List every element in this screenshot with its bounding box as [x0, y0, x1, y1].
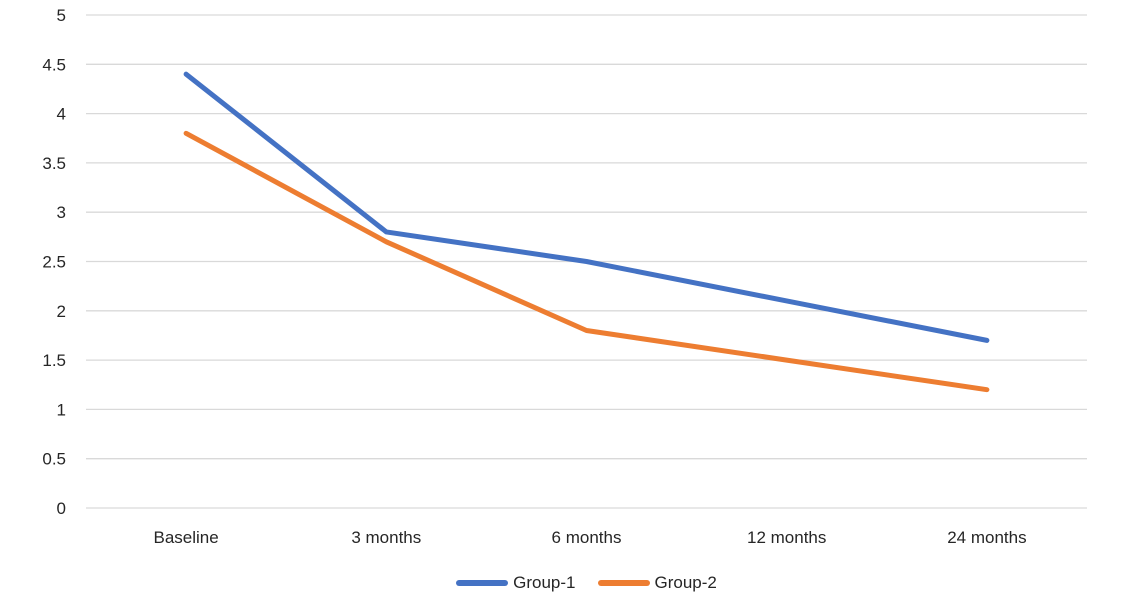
legend: Group-1 Group-2	[86, 574, 1087, 591]
y-tick-label: 0	[57, 499, 66, 518]
y-tick-label: 2	[57, 302, 66, 321]
y-tick-label: 4.5	[42, 55, 66, 74]
y-tick-label: 5	[57, 6, 66, 25]
y-tick-label: 3	[57, 203, 66, 222]
legend-item-group-2: Group-2	[597, 573, 717, 592]
legend-swatch	[597, 579, 650, 586]
x-tick-label: 3 months	[351, 528, 421, 547]
x-tick-label: 12 months	[747, 528, 826, 547]
y-tick-label: 1	[57, 400, 66, 419]
x-tick-label: Baseline	[153, 528, 218, 547]
x-tick-label: 24 months	[947, 528, 1026, 547]
legend-item-group-1: Group-1	[456, 573, 576, 592]
legend-swatch	[456, 579, 509, 586]
y-tick-label: 2.5	[42, 253, 66, 272]
y-tick-label: 1.5	[42, 351, 66, 370]
series-line-group-2	[183, 130, 990, 393]
series-line-group-1	[183, 71, 990, 343]
legend-label: Group-2	[654, 573, 717, 592]
plot-area: 0 0.5 1 1.5 2 2.5 3 3.5 4 4.5 5 Baseline 3 months 6 m…	[42, 6, 1087, 547]
y-tick-label: 3.5	[42, 154, 66, 173]
y-tick-label: 0.5	[42, 450, 66, 469]
x-tick-label: 6 months	[552, 528, 622, 547]
y-tick-label: 4	[57, 105, 66, 124]
legend-label: Group-1	[513, 573, 576, 592]
